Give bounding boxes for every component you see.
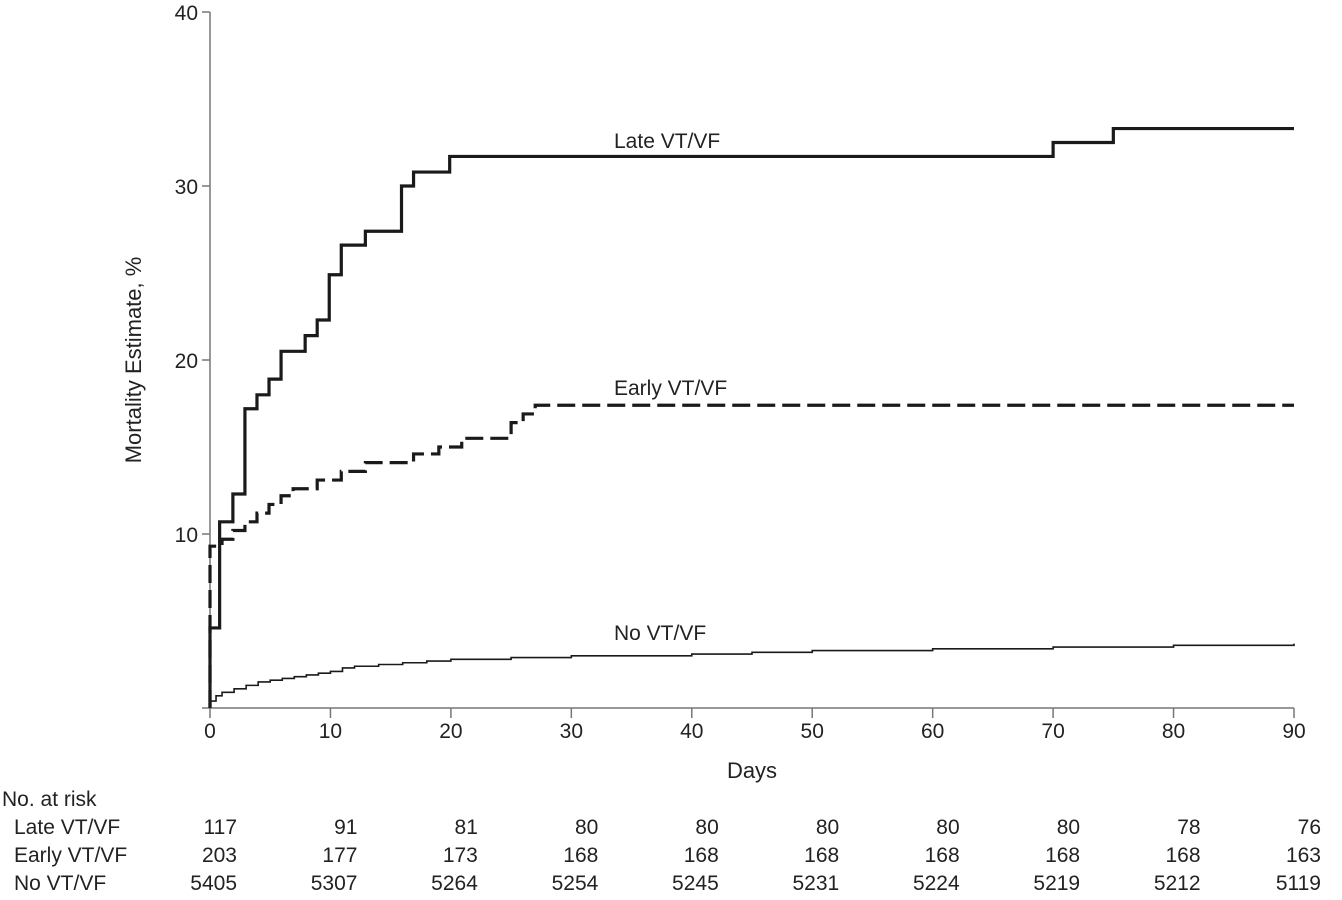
x-axis-label: Days bbox=[727, 758, 777, 783]
x-tick-label: 90 bbox=[1282, 720, 1305, 743]
at-risk-value: 177 bbox=[322, 844, 358, 867]
y-tick-label: 10 bbox=[175, 524, 198, 547]
at-risk-value: 173 bbox=[442, 844, 478, 867]
at-risk-value: 163 bbox=[1285, 844, 1321, 867]
at-risk-value: 5119 bbox=[1275, 872, 1321, 895]
at-risk-value: 5405 bbox=[190, 872, 237, 895]
y-tick-label: 30 bbox=[175, 176, 198, 199]
at-risk-value: 5231 bbox=[792, 872, 840, 895]
at-risk-value: 80 bbox=[695, 816, 719, 839]
at-risk-value: 5245 bbox=[672, 872, 719, 895]
at-risk-value: 168 bbox=[1045, 844, 1081, 867]
annotation-none: No VT/VF bbox=[614, 622, 706, 645]
at-risk-row-label: Late VT/VF bbox=[14, 816, 121, 839]
x-tick-label: 80 bbox=[1162, 720, 1185, 743]
at-risk-value: 5307 bbox=[310, 872, 358, 895]
x-tick-label: 30 bbox=[560, 720, 583, 743]
y-tick-label: 20 bbox=[175, 350, 198, 373]
at-risk-value: 203 bbox=[201, 844, 237, 867]
at-risk-value: 168 bbox=[1165, 844, 1201, 867]
at-risk-value: 80 bbox=[574, 816, 599, 839]
x-tick-label: 50 bbox=[801, 720, 824, 743]
at-risk-value: 168 bbox=[563, 844, 599, 867]
at-risk-value: 78 bbox=[1177, 816, 1201, 839]
at-risk-value: 168 bbox=[683, 844, 719, 867]
at-risk-value: 168 bbox=[804, 844, 840, 867]
at-risk-value: 117 bbox=[203, 816, 237, 839]
at-risk-value: 168 bbox=[924, 844, 960, 867]
at-risk-value: 80 bbox=[815, 816, 840, 839]
at-risk-value: 81 bbox=[454, 816, 478, 839]
series-line-early-vt-vf bbox=[208, 403, 1294, 708]
at-risk-value: 80 bbox=[936, 816, 960, 839]
at-risk-value: 5219 bbox=[1033, 872, 1081, 895]
axes: 0 10 20 30 40 50 60 70 80 90 10 20 30 40 bbox=[175, 2, 1306, 743]
annotation-early: Early VT/VF bbox=[614, 377, 727, 400]
x-tick-label: 40 bbox=[680, 720, 703, 743]
at-risk-row-label: Early VT/VF bbox=[14, 844, 128, 867]
at-risk-value: 76 bbox=[1297, 816, 1321, 839]
at-risk-value: 5224 bbox=[912, 872, 960, 895]
x-tick-label: 0 bbox=[204, 720, 216, 743]
at-risk-value: 5254 bbox=[551, 872, 599, 895]
at-risk-value: 5264 bbox=[431, 872, 478, 895]
at-risk-value: 5212 bbox=[1153, 872, 1201, 895]
y-tick-label: 40 bbox=[175, 2, 198, 25]
series-line-no-vt-vf bbox=[209, 643, 1295, 708]
series-line-late-vt-vf bbox=[208, 126, 1294, 708]
at-risk-value: 91 bbox=[334, 816, 358, 839]
curves bbox=[208, 126, 1295, 708]
at-risk-title: No. at risk bbox=[2, 788, 97, 811]
at-risk-value: 80 bbox=[1056, 816, 1081, 839]
x-tick-label: 70 bbox=[1041, 720, 1064, 743]
annotation-late: Late VT/VF bbox=[614, 130, 720, 153]
at-risk-row-label: No VT/VF bbox=[14, 872, 107, 895]
x-tick-label: 10 bbox=[319, 720, 342, 743]
x-tick-label: 60 bbox=[921, 720, 944, 743]
y-axis-label: Mortality Estimate, % bbox=[121, 257, 146, 464]
x-tick-label: 20 bbox=[439, 720, 462, 743]
